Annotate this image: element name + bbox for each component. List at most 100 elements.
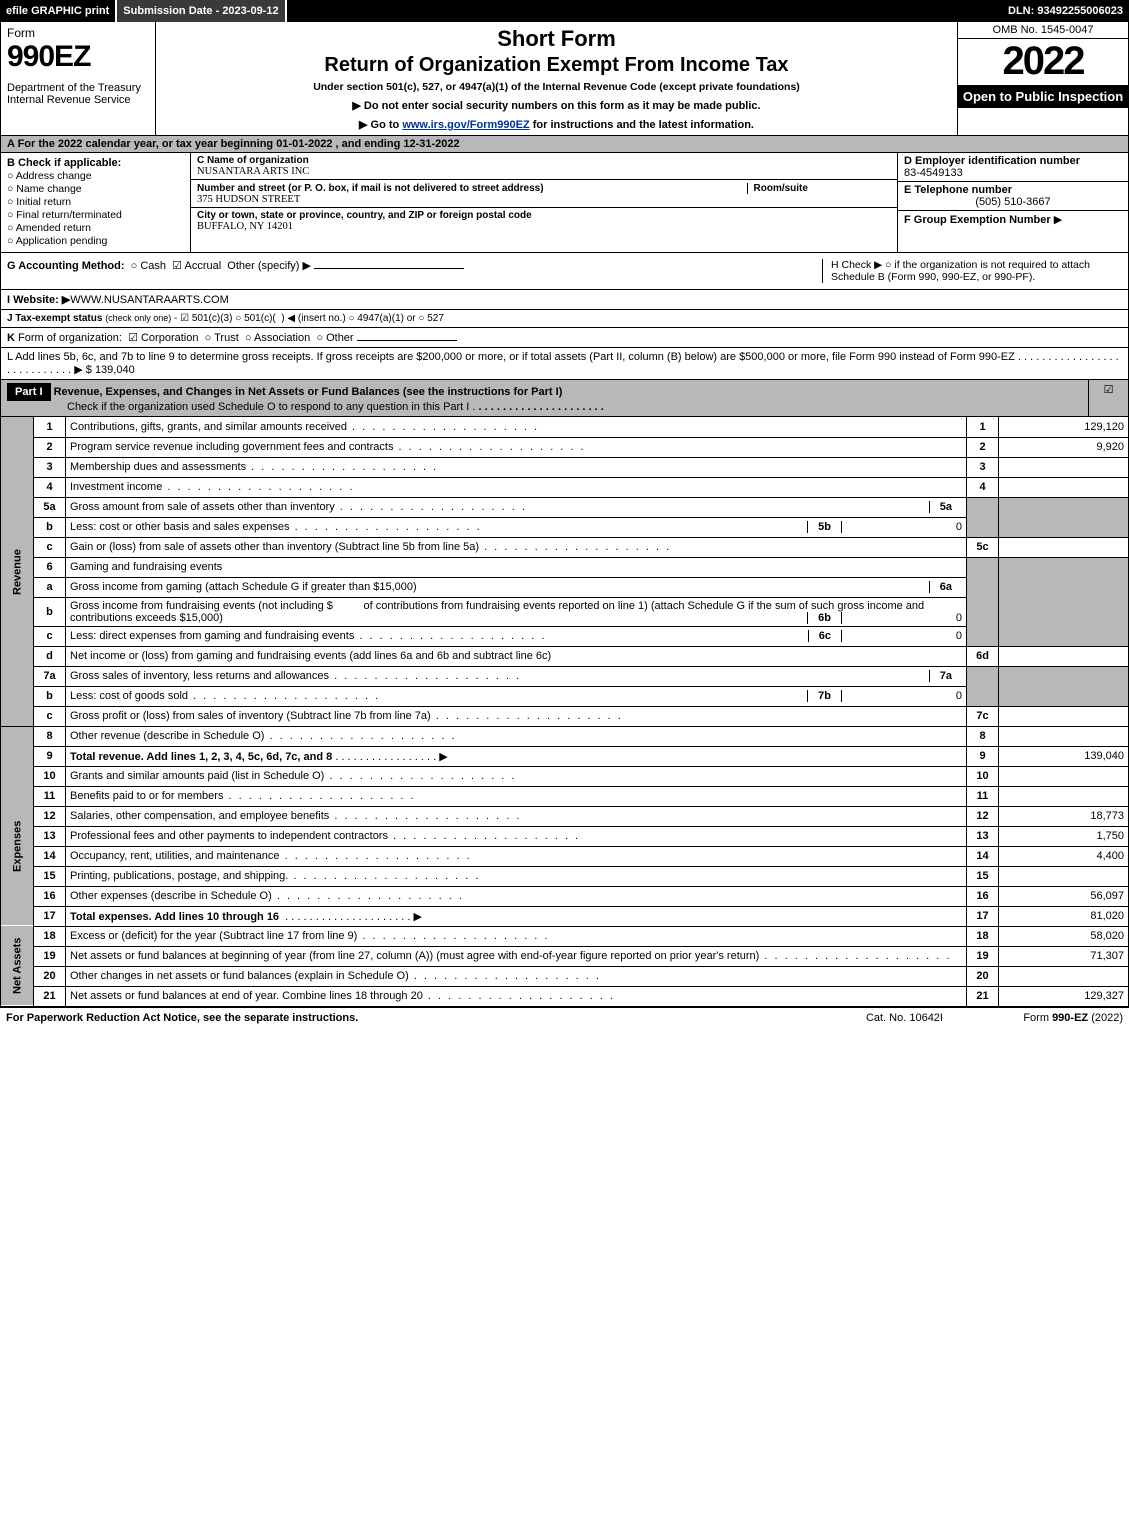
block-g-h: G Accounting Method: Cash Accrual Other … bbox=[0, 253, 1129, 290]
line-l: L Add lines 5b, 6c, and 7b to line 9 to … bbox=[0, 348, 1129, 380]
tax-year: 2022 bbox=[958, 39, 1128, 85]
k-other[interactable]: Other bbox=[316, 332, 353, 344]
row-6d: dNet income or (loss) from gaming and fu… bbox=[1, 646, 1129, 666]
warning-1: Do not enter social security numbers on … bbox=[162, 99, 951, 112]
form-title: Return of Organization Exempt From Incom… bbox=[162, 54, 951, 77]
j-527[interactable]: 527 bbox=[418, 313, 444, 324]
row-3: 3Membership dues and assessments3 bbox=[1, 457, 1129, 477]
line-l-amount: $ 139,040 bbox=[86, 364, 135, 376]
j-501c3[interactable]: 501(c)(3) bbox=[180, 313, 232, 324]
row-18: Net Assets 18Excess or (deficit) for the… bbox=[1, 926, 1129, 946]
row-15: 15Printing, publications, postage, and s… bbox=[1, 866, 1129, 886]
chk-name-change[interactable]: Name change bbox=[7, 183, 184, 195]
website: WWW.NUSANTARAARTS.COM bbox=[70, 294, 228, 306]
dln: DLN: 93492255006023 bbox=[1002, 0, 1129, 22]
row-16: 16Other expenses (describe in Schedule O… bbox=[1, 886, 1129, 906]
inspection-badge: Open to Public Inspection bbox=[958, 85, 1128, 108]
omb-number: OMB No. 1545-0047 bbox=[958, 22, 1128, 39]
row-9: 9Total revenue. Add lines 1, 2, 3, 4, 5c… bbox=[1, 746, 1129, 766]
row-5b: bLess: cost or other basis and sales exp… bbox=[1, 517, 1129, 537]
warning-2: Go to www.irs.gov/Form990EZ for instruct… bbox=[162, 118, 951, 131]
row-17: 17Total expenses. Add lines 10 through 1… bbox=[1, 906, 1129, 926]
g-other[interactable]: Other (specify) bbox=[227, 260, 299, 272]
row-12: 12Salaries, other compensation, and empl… bbox=[1, 806, 1129, 826]
j-501c[interactable]: 501(c)( ) ◀ (insert no.) bbox=[235, 313, 345, 324]
chk-address-change[interactable]: Address change bbox=[7, 170, 184, 182]
row-10: Expenses 10Grants and similar amounts pa… bbox=[1, 766, 1129, 786]
side-expenses: Expenses bbox=[1, 766, 34, 926]
row-20: 20Other changes in net assets or fund ba… bbox=[1, 966, 1129, 986]
part1-table: Revenue 1Contributions, gifts, grants, a… bbox=[0, 417, 1129, 1007]
form-subtitle: Under section 501(c), 527, or 4947(a)(1)… bbox=[162, 81, 951, 93]
row-11: 11Benefits paid to or for members11 bbox=[1, 786, 1129, 806]
line-h: H Check ▶ ○ if the organization is not r… bbox=[822, 259, 1122, 283]
k-trust[interactable]: Trust bbox=[205, 332, 239, 344]
k-assoc[interactable]: Association bbox=[245, 332, 310, 344]
part1-sub: Check if the organization used Schedule … bbox=[67, 401, 475, 413]
footer-right: Form 990-EZ (2022) bbox=[943, 1012, 1123, 1024]
row-7c: cGross profit or (loss) from sales of in… bbox=[1, 706, 1129, 726]
part1-label: Part I bbox=[7, 383, 51, 401]
part1-header: Part I Revenue, Expenses, and Changes in… bbox=[0, 380, 1129, 417]
irs-link[interactable]: www.irs.gov/Form990EZ bbox=[402, 119, 529, 131]
f-group-label: F Group Exemption Number bbox=[904, 214, 1051, 226]
g-accrual[interactable]: Accrual bbox=[172, 260, 221, 272]
row-5c: cGain or (loss) from sale of assets othe… bbox=[1, 537, 1129, 557]
chk-application-pending[interactable]: Application pending bbox=[7, 235, 184, 247]
row-2: 2Program service revenue including gover… bbox=[1, 437, 1129, 457]
c-name-label: C Name of organization bbox=[197, 155, 891, 166]
g-label: G Accounting Method: bbox=[7, 260, 125, 272]
short-form-title: Short Form bbox=[162, 26, 951, 52]
row-21: 21Net assets or fund balances at end of … bbox=[1, 986, 1129, 1006]
b-label: B Check if applicable: bbox=[7, 157, 121, 169]
efile-label: efile GRAPHIC print bbox=[0, 0, 117, 22]
row-4: 4Investment income4 bbox=[1, 477, 1129, 497]
part1-title: Revenue, Expenses, and Changes in Net As… bbox=[54, 386, 563, 398]
chk-initial-return[interactable]: Initial return bbox=[7, 196, 184, 208]
chk-final-return[interactable]: Final return/terminated bbox=[7, 209, 184, 221]
row-5a: 5aGross amount from sale of assets other… bbox=[1, 497, 1129, 517]
group-arrow: ▶ bbox=[1054, 214, 1062, 226]
row-7b: bLess: cost of goods sold7b0 bbox=[1, 686, 1129, 706]
ein: 83-4549133 bbox=[904, 167, 963, 179]
row-14: 14Occupancy, rent, utilities, and mainte… bbox=[1, 846, 1129, 866]
form-header: Form 990EZ Department of the Treasury In… bbox=[0, 22, 1129, 136]
form-number: 990EZ bbox=[7, 40, 149, 74]
footer-mid: Cat. No. 10642I bbox=[866, 1012, 943, 1024]
footer-left: For Paperwork Reduction Act Notice, see … bbox=[6, 1012, 866, 1024]
c-addr-label: Number and street (or P. O. box, if mail… bbox=[197, 183, 544, 194]
part1-checkbox[interactable]: ☑ bbox=[1088, 380, 1128, 416]
d-ein-label: D Employer identification number bbox=[904, 155, 1080, 167]
submission-date: Submission Date - 2023-09-12 bbox=[117, 0, 286, 22]
chk-amended-return[interactable]: Amended return bbox=[7, 222, 184, 234]
block-b-to-f: B Check if applicable: Address change Na… bbox=[0, 153, 1129, 253]
c-city-label: City or town, state or province, country… bbox=[197, 210, 891, 221]
org-address: 375 HUDSON STREET bbox=[197, 194, 891, 205]
g-cash[interactable]: Cash bbox=[131, 260, 166, 272]
form-word: Form bbox=[7, 26, 149, 40]
side-revenue: Revenue bbox=[1, 417, 34, 726]
line-a: A For the 2022 calendar year, or tax yea… bbox=[0, 136, 1129, 153]
line-j: J Tax-exempt status (check only one) - 5… bbox=[0, 310, 1129, 328]
topbar: efile GRAPHIC print Submission Date - 20… bbox=[0, 0, 1129, 22]
row-13: 13Professional fees and other payments t… bbox=[1, 826, 1129, 846]
org-name: NUSANTARA ARTS INC bbox=[197, 166, 891, 177]
row-6b: bGross income from fundraising events (n… bbox=[1, 597, 1129, 626]
telephone: (505) 510-3667 bbox=[904, 196, 1122, 208]
row-6: 6Gaming and fundraising events bbox=[1, 557, 1129, 577]
dept: Department of the Treasury Internal Reve… bbox=[7, 82, 149, 106]
footer: For Paperwork Reduction Act Notice, see … bbox=[0, 1007, 1129, 1028]
row-7a: 7aGross sales of inventory, less returns… bbox=[1, 666, 1129, 686]
side-netassets: Net Assets bbox=[1, 926, 34, 1006]
row-1: Revenue 1Contributions, gifts, grants, a… bbox=[1, 417, 1129, 437]
k-corp[interactable]: Corporation bbox=[128, 332, 198, 344]
room-label: Room/suite bbox=[747, 183, 808, 194]
j-4947[interactable]: 4947(a)(1) or bbox=[348, 313, 415, 324]
row-6a: aGross income from gaming (attach Schedu… bbox=[1, 577, 1129, 597]
line-i: I Website: ▶WWW.NUSANTARAARTS.COM bbox=[0, 290, 1129, 310]
row-6c: cLess: direct expenses from gaming and f… bbox=[1, 626, 1129, 646]
e-tel-label: E Telephone number bbox=[904, 184, 1012, 196]
org-city: BUFFALO, NY 14201 bbox=[197, 221, 891, 232]
line-k: K Form of organization: Corporation Trus… bbox=[0, 328, 1129, 348]
row-19: 19Net assets or fund balances at beginni… bbox=[1, 946, 1129, 966]
